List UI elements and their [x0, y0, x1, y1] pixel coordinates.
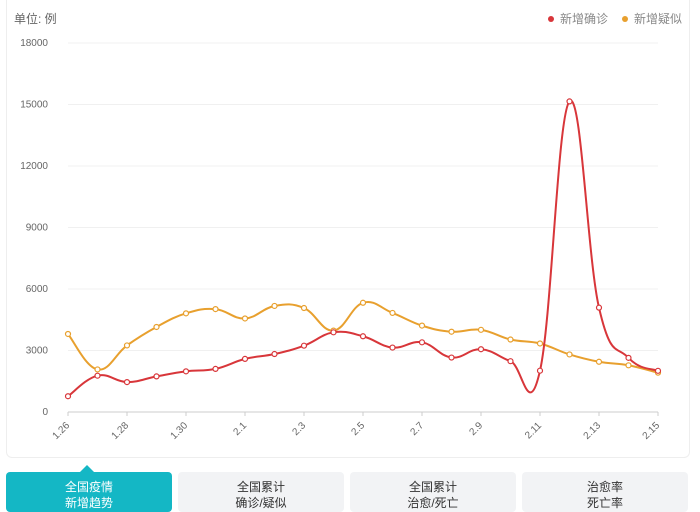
x-tick-label: 1.28 [110, 420, 132, 442]
y-tick-label: 15000 [20, 100, 48, 111]
data-point-confirmed [94, 372, 101, 379]
x-tick-label: 2.11 [523, 420, 544, 441]
tab-cure-rate-line1: 治愈率 [586, 480, 623, 494]
legend-dot-suspected [621, 15, 628, 22]
data-point-confirmed [595, 304, 603, 311]
data-point-suspected [241, 315, 249, 322]
data-point-suspected [153, 323, 160, 331]
data-point-confirmed [359, 333, 367, 340]
data-point-suspected [271, 302, 278, 310]
active-tab-pointer [80, 465, 94, 472]
data-point-confirmed [418, 339, 426, 346]
data-point-confirmed [654, 367, 662, 374]
data-point-confirmed [123, 378, 131, 386]
tab-cumulative-confirmed[interactable]: 全国累计 确诊/疑似 [178, 472, 344, 512]
legend-label-confirmed: 新增确诊 [559, 12, 608, 26]
data-point-confirmed [153, 373, 160, 380]
tab-cumulative-cured-line2: 治愈/死亡 [407, 496, 459, 510]
data-point-confirmed [271, 350, 278, 358]
data-point-suspected [536, 340, 544, 347]
x-tick-label: 2.7 [409, 420, 427, 438]
unit-label: 单位: 例 [14, 12, 57, 26]
data-point-suspected [123, 342, 131, 349]
chart-legend[interactable]: 新增确诊 新增疑似 [547, 10, 682, 27]
x-tick-label: 2.5 [350, 420, 368, 438]
legend-label-suspected: 新增疑似 [633, 12, 682, 26]
legend-item-suspected[interactable]: 新增疑似 [621, 10, 682, 27]
tab-cure-rate[interactable]: 治愈率 死亡率 [522, 472, 688, 512]
tab-cumulative-confirmed-line2: 确诊/疑似 [235, 496, 287, 510]
tab-cumulative-cured[interactable]: 全国累计 治愈/死亡 [350, 472, 516, 512]
legend-dot-confirmed [547, 15, 554, 22]
data-point-suspected [418, 322, 426, 329]
data-point-suspected [595, 358, 603, 365]
data-point-suspected [566, 351, 573, 358]
data-point-suspected [359, 299, 367, 306]
data-point-confirmed [330, 329, 337, 336]
data-point-confirmed [300, 342, 308, 349]
data-point-confirmed [389, 344, 396, 351]
data-point-suspected [507, 336, 514, 343]
y-tick-label: 3000 [26, 346, 49, 357]
data-point-suspected [625, 362, 632, 369]
tab-new-trend[interactable]: 全国疫情 新增趋势 [6, 472, 172, 512]
x-tick-label: 2.9 [468, 420, 486, 438]
data-point-confirmed [448, 354, 455, 361]
tab-cumulative-confirmed-line1: 全国累计 [236, 480, 285, 494]
data-point-suspected [448, 328, 455, 335]
y-tick-label: 12000 [20, 161, 48, 172]
x-tick-label: 2.15 [641, 420, 663, 442]
y-tick-label: 18000 [20, 38, 48, 49]
tab-new-trend-line2: 新增趋势 [64, 496, 113, 510]
legend-item-confirmed[interactable]: 新增确诊 [547, 10, 608, 27]
data-point-suspected [64, 330, 72, 338]
x-tick-label: 2.1 [232, 420, 250, 438]
data-point-confirmed [182, 368, 190, 375]
data-point-confirmed [64, 393, 72, 400]
x-tick-label: 2.3 [291, 420, 309, 438]
y-tick-label: 9000 [26, 223, 49, 234]
data-point-suspected [300, 304, 308, 312]
data-point-confirmed [477, 346, 485, 353]
data-point-suspected [182, 310, 190, 317]
x-tick-label: 1.26 [51, 420, 73, 442]
y-tick-label: 0 [42, 407, 48, 418]
data-point-suspected [389, 309, 396, 317]
tab-cumulative-cured-line1: 全国累计 [408, 480, 457, 494]
x-tick-label: 2.13 [582, 420, 604, 442]
data-point-confirmed [241, 355, 249, 363]
data-point-suspected [212, 306, 219, 313]
data-point-confirmed [507, 358, 514, 365]
x-tick-label: 1.30 [169, 420, 191, 442]
data-point-suspected [477, 326, 485, 333]
data-point-suspected [94, 366, 101, 373]
tab-new-trend-line1: 全国疫情 [64, 480, 113, 494]
chart-tabs: 全国疫情 新增趋势 全国累计 确诊/疑似 全国累计 治愈/死亡 治愈率 死亡率 [0, 472, 700, 512]
tab-cure-rate-line2: 死亡率 [586, 496, 623, 510]
data-point-confirmed [536, 367, 544, 374]
data-point-confirmed [625, 354, 632, 361]
y-tick-label: 6000 [26, 284, 49, 295]
data-point-confirmed [212, 365, 219, 373]
data-point-confirmed [566, 98, 573, 105]
line-chart: 0 3000 6000 9000 12000 15000 18000 1.26 1.28 1.30… [20, 38, 663, 442]
